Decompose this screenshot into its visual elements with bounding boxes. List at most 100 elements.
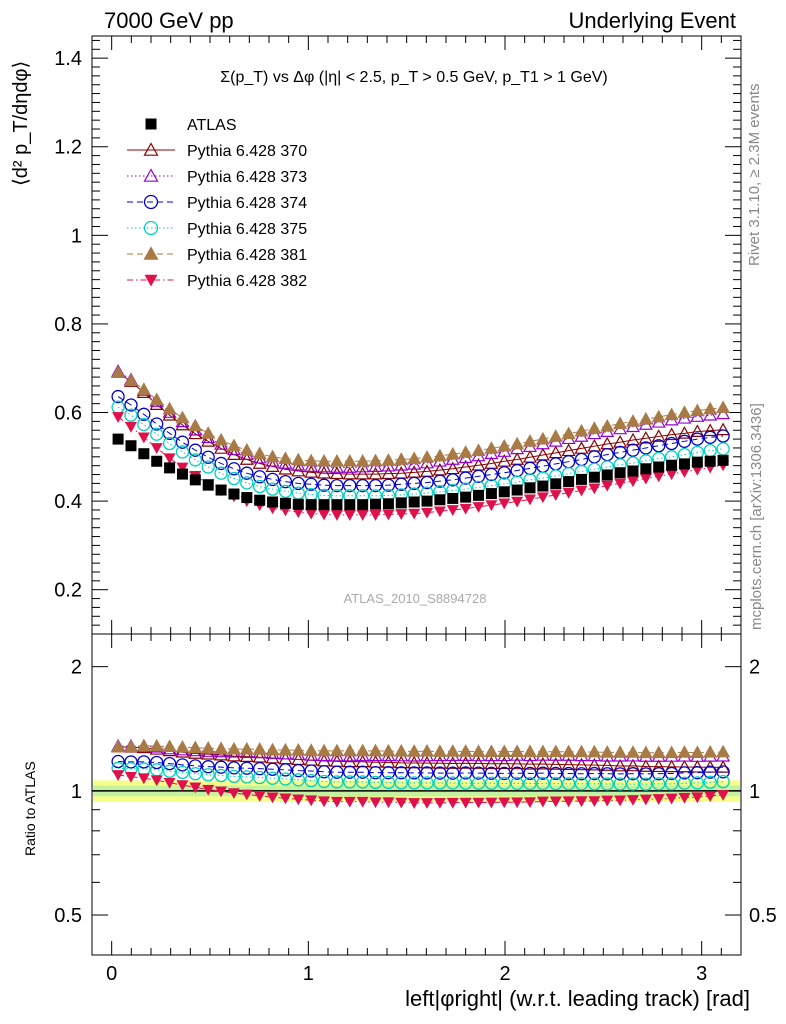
series-atlas-point	[601, 469, 613, 481]
series-pythia-6-428-374-point	[446, 473, 460, 487]
series-pythia-6-428-381-point	[149, 392, 164, 406]
series-pythia-6-428-381-ratio-point	[458, 744, 473, 757]
series-pythia-6-428-382-point	[549, 490, 562, 501]
series-pythia-6-428-374-ratio-point	[549, 766, 563, 781]
series-atlas-point	[370, 498, 382, 510]
series-pythia-6-428-382-point	[511, 496, 524, 508]
series-pythia-6-428-374-point	[201, 450, 215, 464]
series-atlas-point	[331, 499, 343, 511]
series-pythia-6-428-375-point	[137, 417, 151, 432]
series-atlas-point	[447, 492, 459, 504]
series-pythia-6-428-374-ratio-point	[343, 765, 357, 779]
series-pythia-6-428-374-point	[343, 478, 357, 493]
series-pythia-6-428-375-ratio-point	[690, 776, 704, 790]
series-pythia-6-428-382-point	[292, 507, 305, 519]
series-pythia-6-428-374-ratio-point	[124, 755, 138, 769]
series-pythia-6-428-370-point	[497, 454, 512, 467]
series-pythia-6-428-374-point	[111, 389, 125, 404]
series-pythia-6-428-382-point	[163, 453, 176, 465]
series-pythia-6-428-374-ratio-point	[137, 755, 151, 769]
series-pythia-6-428-382-ratio-point	[124, 771, 137, 783]
series-pythia-6-428-370-point	[690, 424, 705, 437]
series-pythia-6-428-382-ratio-point	[253, 791, 266, 802]
series-pythia-6-428-370-ratio-point	[690, 759, 705, 773]
series-pythia-6-428-370-ratio-point	[522, 756, 538, 770]
series-pythia-6-428-381-ratio-point	[304, 743, 319, 756]
series-pythia-6-428-370-ratio-line	[118, 746, 724, 768]
series-pythia-6-428-375-point	[240, 476, 254, 490]
series-pythia-6-428-375-ratio-point	[201, 768, 215, 782]
series-pythia-6-428-374-point	[227, 462, 241, 476]
series-pythia-6-428-374-point	[433, 474, 447, 488]
series-pythia-6-428-370-point	[716, 422, 731, 436]
series-pythia-6-428-374-ratio-point	[265, 762, 280, 776]
series-pythia-6-428-374-ratio-point	[394, 766, 408, 780]
series-atlas-point	[151, 455, 163, 467]
series-pythia-6-428-382-ratio-point	[511, 797, 524, 809]
series-pythia-6-428-382-point	[150, 443, 163, 454]
series-pythia-6-428-374-ratio-point	[278, 763, 293, 777]
series-pythia-6-428-381-point	[535, 431, 550, 445]
series-pythia-6-428-381-ratio-point	[420, 743, 435, 757]
series-pythia-6-428-374-point	[574, 452, 589, 467]
series-atlas	[112, 433, 729, 511]
series-pythia-6-428-382-point	[382, 509, 395, 521]
series-pythia-6-428-370-ratio-point	[226, 748, 241, 762]
x-axis-label: left|φright| (w.r.t. leading track) [rad…	[405, 986, 750, 1011]
series-pythia-6-428-374-ratio-point	[690, 766, 704, 780]
series-pythia-6-428-381-point	[201, 426, 216, 439]
series-pythia-6-428-381-ratio-point	[432, 744, 447, 757]
series-pythia-6-428-381-point	[342, 454, 357, 467]
series-pythia-6-428-375-point	[201, 460, 215, 474]
series-pythia-6-428-381-point	[304, 453, 319, 467]
series-pythia-6-428-382-point	[665, 469, 678, 481]
series-pythia-6-428-382-ratio-point	[549, 796, 562, 808]
series-pythia-6-428-382-point	[112, 412, 125, 423]
series-pythia-6-428-375-ratio-line	[118, 767, 724, 785]
series-atlas-point	[202, 479, 214, 491]
series-pythia-6-428-381-ratio-point	[381, 743, 396, 757]
series-pythia-6-428-370-point	[201, 434, 216, 447]
series-pythia-6-428-370-ratio-point	[638, 759, 653, 772]
series-pythia-6-428-375-ratio-point	[484, 776, 499, 790]
series-pythia-6-428-381-ratio-point	[535, 744, 550, 758]
series-atlas-point	[640, 463, 652, 475]
series-pythia-6-428-382-point	[408, 508, 421, 520]
series-atlas-point	[382, 498, 394, 510]
series-pythia-6-428-381-point	[458, 445, 473, 458]
series-pythia-6-428-381-point	[317, 454, 332, 467]
x-tick-label: 2	[499, 963, 510, 985]
series-pythia-6-428-370-ratio-point	[497, 756, 512, 770]
series-pythia-6-428-374-point	[703, 430, 717, 444]
series-atlas-point	[228, 488, 240, 500]
series-pythia-6-428-374-point	[677, 434, 692, 448]
series-pythia-6-428-374-point	[188, 443, 202, 457]
series-pythia-6-428-382-ratio-point	[472, 797, 485, 809]
series-pythia-6-428-374-point	[536, 459, 550, 473]
x-tick-label: 0	[106, 963, 117, 985]
y-tick-label: 1	[71, 225, 82, 247]
series-pythia-6-428-375-point	[265, 482, 280, 496]
series-pythia-6-428-375-ratio-point	[639, 777, 653, 791]
header-right: Underlying Event	[568, 8, 736, 33]
series-pythia-6-428-374-ratio-point	[356, 765, 370, 779]
series-pythia-6-428-374-point	[291, 476, 305, 491]
series-pythia-6-428-382-ratio-point	[356, 796, 369, 808]
series-pythia-6-428-375-ratio-point	[471, 776, 486, 790]
series-pythia-6-428-374-point	[304, 477, 318, 491]
series-pythia-6-428-381-ratio-point	[136, 738, 151, 752]
series-pythia-6-428-382-point	[626, 476, 639, 488]
series-pythia-6-428-375-point	[214, 466, 228, 480]
series-atlas-point	[537, 480, 549, 492]
series-pythia-6-428-381-point	[278, 451, 293, 464]
series-pythia-6-428-370-ratio-point	[587, 757, 602, 771]
series-pythia-6-428-374-point	[265, 472, 280, 487]
series-pythia-6-428-374-ratio-point	[253, 762, 267, 776]
series-pythia-6-428-370-ratio-point	[471, 756, 486, 769]
series-pythia-6-428-374-point	[613, 445, 627, 460]
series-pythia-6-428-374-ratio-point	[471, 766, 486, 780]
series-pythia-6-428-374-point	[356, 478, 370, 493]
series-pythia-6-428-375-point	[227, 471, 241, 486]
series-pythia-6-428-374-ratio-point	[716, 765, 730, 779]
series-pythia-6-428-370-ratio-point	[484, 756, 499, 770]
